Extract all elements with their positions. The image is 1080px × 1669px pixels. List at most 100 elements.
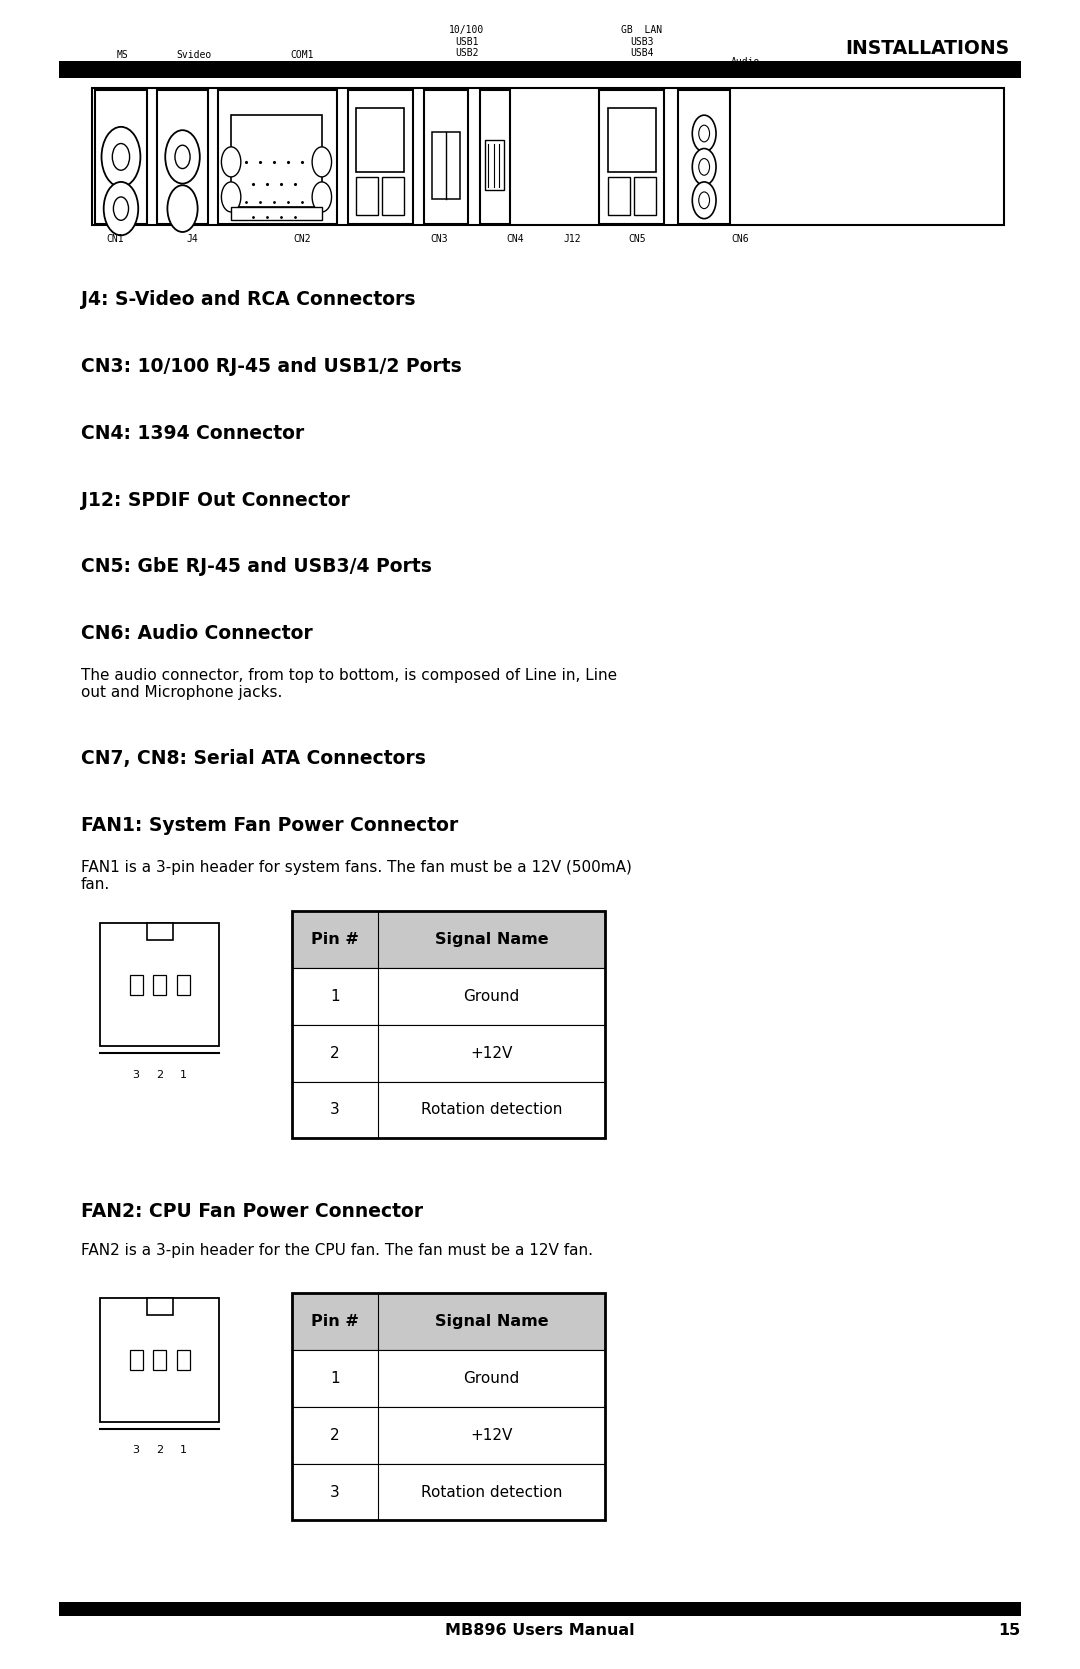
Text: FAN2: CPU Fan Power Connector: FAN2: CPU Fan Power Connector [81, 1202, 423, 1220]
Circle shape [699, 159, 710, 175]
FancyBboxPatch shape [356, 177, 378, 215]
FancyBboxPatch shape [92, 88, 1004, 225]
Text: +12V: +12V [470, 1046, 513, 1060]
Circle shape [221, 182, 241, 212]
FancyBboxPatch shape [231, 115, 322, 207]
Bar [59, 1602, 1021, 1616]
FancyBboxPatch shape [147, 1298, 173, 1315]
Text: 2: 2 [157, 1070, 163, 1080]
FancyBboxPatch shape [348, 90, 413, 224]
FancyBboxPatch shape [608, 177, 630, 215]
Text: 10/100
USB1
USB2: 10/100 USB1 USB2 [449, 25, 484, 58]
FancyBboxPatch shape [130, 1350, 143, 1370]
Text: CN5: CN5 [629, 234, 646, 244]
Text: J4: S-Video and RCA Connectors: J4: S-Video and RCA Connectors [81, 290, 416, 309]
Text: CN2: CN2 [294, 234, 311, 244]
FancyBboxPatch shape [356, 108, 404, 172]
FancyBboxPatch shape [292, 1025, 605, 1082]
Text: CN1: CN1 [107, 234, 124, 244]
FancyBboxPatch shape [432, 132, 460, 199]
Text: J4: J4 [187, 234, 198, 244]
FancyBboxPatch shape [292, 1082, 605, 1138]
Text: CN3: 10/100 RJ-45 and USB1/2 Ports: CN3: 10/100 RJ-45 and USB1/2 Ports [81, 357, 462, 376]
Text: Pin #: Pin # [311, 933, 359, 946]
Text: The audio connector, from top to bottom, is composed of Line in, Line
out and Mi: The audio connector, from top to bottom,… [81, 668, 617, 699]
Text: 3: 3 [133, 1070, 139, 1080]
Circle shape [221, 147, 241, 177]
Text: 3: 3 [133, 1445, 139, 1455]
FancyBboxPatch shape [231, 207, 322, 220]
FancyBboxPatch shape [292, 1350, 605, 1407]
Text: +12V: +12V [470, 1429, 513, 1442]
Circle shape [699, 125, 710, 142]
Text: 1: 1 [180, 1070, 187, 1080]
Text: CN6: CN6 [731, 234, 748, 244]
Text: Pin #: Pin # [311, 1315, 359, 1329]
FancyBboxPatch shape [485, 140, 504, 190]
Text: Signal Name: Signal Name [434, 933, 549, 946]
FancyBboxPatch shape [608, 108, 656, 172]
Text: FAN1 is a 3-pin header for system fans. The fan must be a 12V (500mA)
fan.: FAN1 is a 3-pin header for system fans. … [81, 860, 632, 891]
Text: 3: 3 [329, 1103, 340, 1117]
Text: CN3: CN3 [431, 234, 448, 244]
FancyBboxPatch shape [95, 90, 147, 224]
Text: 2: 2 [330, 1429, 339, 1442]
FancyBboxPatch shape [678, 90, 730, 224]
FancyBboxPatch shape [634, 177, 656, 215]
Circle shape [167, 185, 198, 232]
Text: 394  SPDIF: 394 SPDIF [543, 67, 602, 77]
Circle shape [112, 144, 130, 170]
Bar [59, 60, 1021, 78]
Text: J12: SPDIF Out Connector: J12: SPDIF Out Connector [81, 491, 350, 509]
Text: CN4: CN4 [507, 234, 524, 244]
Text: INSTALLATIONS: INSTALLATIONS [846, 38, 1010, 58]
FancyBboxPatch shape [153, 1350, 166, 1370]
FancyBboxPatch shape [218, 90, 337, 224]
Circle shape [312, 147, 332, 177]
FancyBboxPatch shape [292, 1407, 605, 1464]
Text: 1: 1 [180, 1445, 187, 1455]
Text: CN7, CN8: Serial ATA Connectors: CN7, CN8: Serial ATA Connectors [81, 749, 426, 768]
Text: FAN2 is a 3-pin header for the CPU fan. The fan must be a 12V fan.: FAN2 is a 3-pin header for the CPU fan. … [81, 1243, 593, 1258]
Text: J12: J12 [564, 234, 581, 244]
FancyBboxPatch shape [130, 975, 143, 995]
Text: 15: 15 [999, 1624, 1021, 1637]
Circle shape [165, 130, 200, 184]
FancyBboxPatch shape [480, 90, 510, 224]
Circle shape [692, 182, 716, 219]
Text: Audio: Audio [730, 57, 760, 67]
FancyBboxPatch shape [157, 90, 208, 224]
FancyBboxPatch shape [177, 1350, 190, 1370]
Text: GB  LAN
USB3
USB4: GB LAN USB3 USB4 [621, 25, 662, 58]
Circle shape [699, 192, 710, 209]
Circle shape [692, 115, 716, 152]
Text: MB896 Users Manual: MB896 Users Manual [445, 1624, 635, 1637]
Circle shape [692, 149, 716, 185]
Text: CN6: Audio Connector: CN6: Audio Connector [81, 624, 313, 643]
Text: 1: 1 [330, 1372, 339, 1385]
Text: Rotation detection: Rotation detection [421, 1103, 562, 1117]
Text: CN4: 1394 Connector: CN4: 1394 Connector [81, 424, 305, 442]
Text: 2: 2 [330, 1046, 339, 1060]
FancyBboxPatch shape [153, 975, 166, 995]
FancyBboxPatch shape [292, 1293, 605, 1350]
Text: 1: 1 [330, 990, 339, 1003]
Text: COM1
VGA  CRT: COM1 VGA CRT [279, 50, 326, 72]
Text: FAN1: System Fan Power Connector: FAN1: System Fan Power Connector [81, 816, 458, 834]
Text: 3: 3 [329, 1485, 340, 1499]
FancyBboxPatch shape [100, 1298, 219, 1422]
Text: Svideo
RCA: Svideo RCA [177, 50, 212, 72]
Text: 2: 2 [157, 1445, 163, 1455]
Circle shape [312, 182, 332, 212]
Text: Signal Name: Signal Name [434, 1315, 549, 1329]
FancyBboxPatch shape [292, 968, 605, 1025]
FancyBboxPatch shape [424, 90, 468, 224]
Text: Ground: Ground [463, 990, 519, 1003]
Circle shape [102, 127, 140, 187]
Text: MS
KB: MS KB [117, 50, 127, 72]
FancyBboxPatch shape [599, 90, 664, 224]
FancyBboxPatch shape [382, 177, 404, 215]
Text: CN5: GbE RJ-45 and USB3/4 Ports: CN5: GbE RJ-45 and USB3/4 Ports [81, 557, 432, 576]
FancyBboxPatch shape [292, 1464, 605, 1520]
FancyBboxPatch shape [100, 923, 219, 1046]
